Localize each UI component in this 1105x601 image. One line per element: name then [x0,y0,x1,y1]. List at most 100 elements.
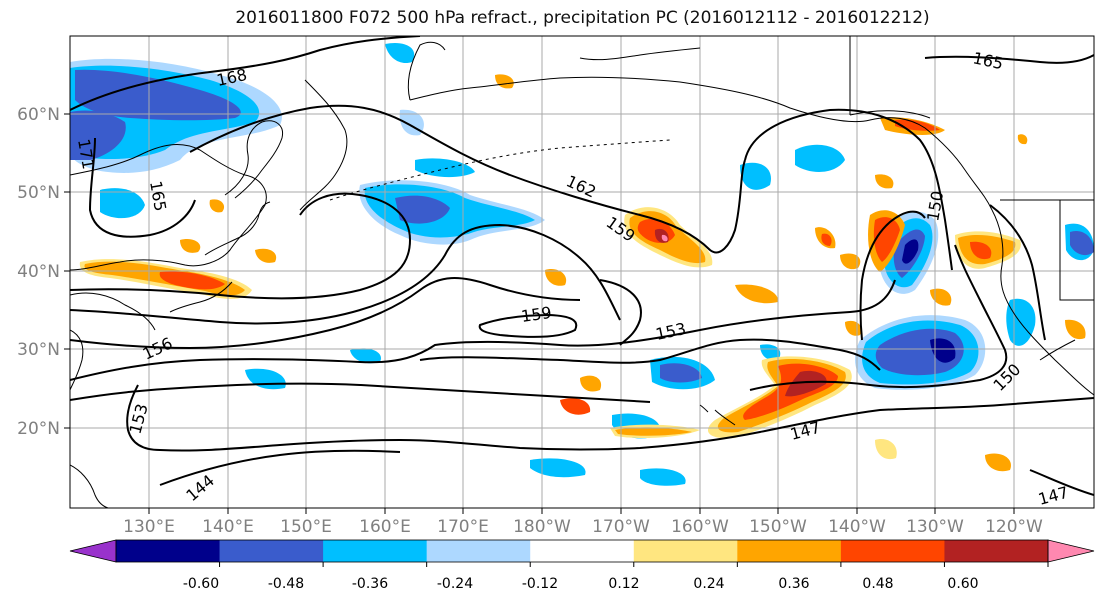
graticule [70,36,1094,508]
coastline-misc [70,464,109,508]
contour-line [1029,469,1094,496]
colorbar-segment [944,540,1049,562]
coastline-japan [169,281,233,313]
colorbar-tick-label: -0.12 [522,576,558,592]
colorbar-segment [633,540,738,562]
shade-blob [873,217,900,262]
lon-label: 140°E [202,517,254,537]
contour-line [88,137,196,238]
coastline-hawaii [714,409,736,426]
contour-line [70,36,421,111]
shade-blob [821,233,832,246]
colorbar-tick-label: 0.24 [693,576,724,592]
shade-blob [840,253,861,270]
colorbar-segment [426,540,531,562]
coastline-japan [204,201,271,256]
contour-line [159,449,401,486]
coastline-asia [224,120,284,199]
coastline-kamchatka [299,79,348,211]
coastline-asia [70,292,156,331]
colorbar-tick-label: 0.48 [862,576,893,592]
shade-blob [760,344,781,361]
coastline-misc [1039,339,1076,361]
colorbar-segment [530,540,635,562]
lon-label: 170°E [437,517,489,537]
contour-line [419,338,881,371]
colorbar-segment [323,540,428,562]
coastline-northamerica [991,209,1094,396]
contour-line [70,279,896,381]
shade-blob [740,162,771,190]
contour-line [859,210,926,341]
lon-label: 130°W [906,517,964,537]
coastlines [70,36,1094,508]
lat-label: 40°N [17,262,60,282]
colorbar-tick-label: -0.48 [268,576,304,592]
contour-line [599,279,642,346]
shade-blob [1070,230,1094,256]
shade-blob [580,375,602,392]
shade-blob [395,195,450,224]
contour-line [189,104,746,254]
shade-blob [545,269,567,286]
shade-blob [875,174,894,189]
lon-label: 140°W [828,517,886,537]
longitude-label-row: 130°E 140°E 150°E 160°E 170°E 180°W 170°… [123,517,1043,537]
lon-label: 130°E [123,517,175,537]
colorbar-segments [69,539,1095,563]
colorbar-tick-label: -0.60 [183,576,219,592]
border-canada [849,110,931,119]
shade-blob [735,284,779,304]
colorbar-segment [737,540,842,562]
shade-blob [385,42,415,64]
refractivity-contours [70,36,1094,496]
coastline-hawaii [699,404,709,413]
map-title: 2016011800 F072 500 hPa refract., precip… [235,8,930,28]
shade-blob [350,348,381,364]
contour-line [924,54,1094,64]
lon-label: 160°W [671,517,729,537]
shade-blob [1065,319,1086,340]
contour-line [749,244,1008,391]
contour-line [70,277,581,350]
map-panel: 168 171 165 162 159 159 153 156 153 150 … [17,35,1095,514]
axis-ticks [64,113,1015,514]
border-us [1059,200,1094,301]
contour-line [744,108,953,271]
shade-blob [661,234,668,242]
shade-blob [530,458,586,478]
coastline-asia [70,144,267,271]
coastline-alaska [409,76,993,211]
contour-line [989,204,1046,341]
colorbar-extend-min [69,539,117,563]
colorbar-segment [219,540,324,562]
lat-label: 30°N [17,340,60,360]
shade-blob [615,427,692,436]
shade-blob [100,188,145,219]
colorbar-tick-label: 0.12 [608,576,639,592]
contour-line [70,192,412,300]
shade-blob [560,398,591,415]
lon-label: 120°W [985,517,1043,537]
colorbar-extend-max [1047,539,1095,563]
lon-label: 180°W [513,517,571,537]
shade-blob [209,199,225,213]
colorbar-tick-label: 0.60 [947,576,978,592]
contour-label: 159 [520,303,553,326]
shade-blob [159,271,225,290]
shade-blob [785,370,827,397]
colorbar-tick-marks [219,562,1049,567]
lat-label: 60°N [17,105,60,125]
contour-line [478,313,578,338]
colorbar: -0.60 -0.48 -0.36 -0.24 -0.12 0.12 0.24 … [69,539,1095,592]
lon-label: 160°E [359,517,411,537]
precipitation-shading [70,42,1094,486]
shade-blob [255,248,277,263]
lat-label: 20°N [17,419,60,439]
lon-label: 150°E [280,517,332,537]
shade-blob [75,69,241,121]
shade-blob [902,239,919,264]
shade-blob [795,144,845,172]
coastline-aleutians [329,139,671,201]
colorbar-segment [116,540,221,562]
